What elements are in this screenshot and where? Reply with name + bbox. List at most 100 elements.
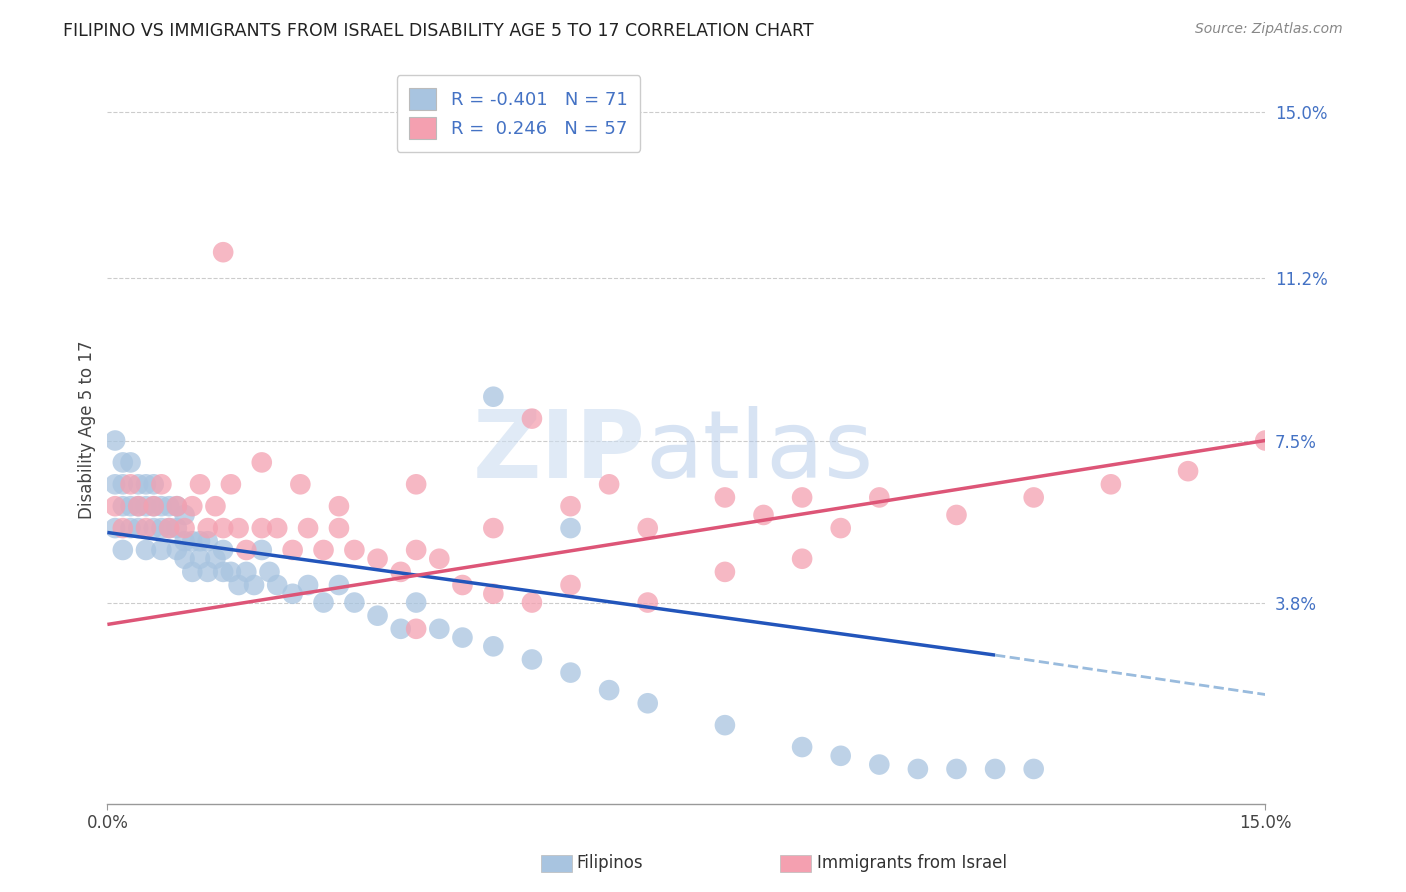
Point <box>250 455 273 469</box>
Point <box>328 578 350 592</box>
Text: Immigrants from Israel: Immigrants from Israel <box>817 855 1007 872</box>
Point <box>790 551 813 566</box>
Point <box>142 521 165 535</box>
Point <box>451 631 474 645</box>
Point <box>281 587 304 601</box>
Point <box>637 696 659 710</box>
Point <box>204 499 226 513</box>
Point <box>188 551 211 566</box>
Point <box>157 521 180 535</box>
Point <box>250 521 273 535</box>
Point <box>945 762 967 776</box>
Point <box>150 499 173 513</box>
Point <box>907 762 929 776</box>
Point <box>157 499 180 513</box>
Point <box>127 521 149 535</box>
Point <box>984 762 1007 776</box>
Point <box>1099 477 1122 491</box>
Legend: R = -0.401   N = 71, R =  0.246   N = 57: R = -0.401 N = 71, R = 0.246 N = 57 <box>396 76 640 152</box>
Point <box>714 491 737 505</box>
Point <box>142 499 165 513</box>
Point <box>451 578 474 592</box>
Point <box>111 477 134 491</box>
Point <box>111 499 134 513</box>
Point <box>405 595 427 609</box>
Y-axis label: Disability Age 5 to 17: Disability Age 5 to 17 <box>79 341 96 519</box>
Point <box>173 551 195 566</box>
Point <box>560 521 582 535</box>
Point <box>830 521 852 535</box>
Point <box>212 565 235 579</box>
Point <box>266 578 288 592</box>
Point <box>328 499 350 513</box>
Point <box>104 434 127 448</box>
Point <box>312 543 335 558</box>
Point <box>181 499 204 513</box>
Point <box>945 508 967 522</box>
Point <box>181 534 204 549</box>
Point <box>598 683 620 698</box>
Point <box>120 499 142 513</box>
Point <box>560 665 582 680</box>
Point <box>235 543 257 558</box>
Point <box>120 521 142 535</box>
Point <box>197 534 219 549</box>
Point <box>228 578 250 592</box>
Point <box>427 622 450 636</box>
Point <box>111 521 134 535</box>
Point <box>150 521 173 535</box>
Point <box>290 477 312 491</box>
Point <box>790 491 813 505</box>
Point <box>482 640 505 654</box>
Point <box>243 578 266 592</box>
Point <box>427 551 450 566</box>
Point <box>173 521 195 535</box>
Point <box>166 499 188 513</box>
Point <box>104 499 127 513</box>
Point <box>830 748 852 763</box>
Point <box>212 245 235 260</box>
Point <box>135 499 157 513</box>
Point <box>204 551 226 566</box>
Point <box>197 521 219 535</box>
Point <box>1177 464 1199 478</box>
Point <box>367 608 389 623</box>
Point <box>127 499 149 513</box>
Point <box>297 521 319 535</box>
Point <box>1022 491 1045 505</box>
Text: Filipinos: Filipinos <box>576 855 643 872</box>
Point <box>328 521 350 535</box>
Point <box>297 578 319 592</box>
Point <box>104 477 127 491</box>
Point <box>219 565 242 579</box>
Text: FILIPINO VS IMMIGRANTS FROM ISRAEL DISABILITY AGE 5 TO 17 CORRELATION CHART: FILIPINO VS IMMIGRANTS FROM ISRAEL DISAB… <box>63 22 814 40</box>
Point <box>281 543 304 558</box>
Point <box>111 543 134 558</box>
Point <box>212 521 235 535</box>
Point <box>181 565 204 579</box>
Point <box>598 477 620 491</box>
Point <box>135 521 157 535</box>
Point <box>104 521 127 535</box>
Point <box>520 595 543 609</box>
Text: Source: ZipAtlas.com: Source: ZipAtlas.com <box>1195 22 1343 37</box>
Point <box>150 543 173 558</box>
Point <box>127 477 149 491</box>
Point <box>868 491 890 505</box>
Point <box>111 455 134 469</box>
Point <box>343 543 366 558</box>
Point <box>560 499 582 513</box>
Text: atlas: atlas <box>645 406 875 498</box>
Point <box>1254 434 1277 448</box>
Point <box>389 565 412 579</box>
Point <box>228 521 250 535</box>
Point <box>250 543 273 558</box>
Point <box>150 477 173 491</box>
Point <box>343 595 366 609</box>
Point <box>219 477 242 491</box>
Point <box>157 521 180 535</box>
Point <box>520 411 543 425</box>
Point <box>868 757 890 772</box>
Point <box>637 595 659 609</box>
Point <box>135 477 157 491</box>
